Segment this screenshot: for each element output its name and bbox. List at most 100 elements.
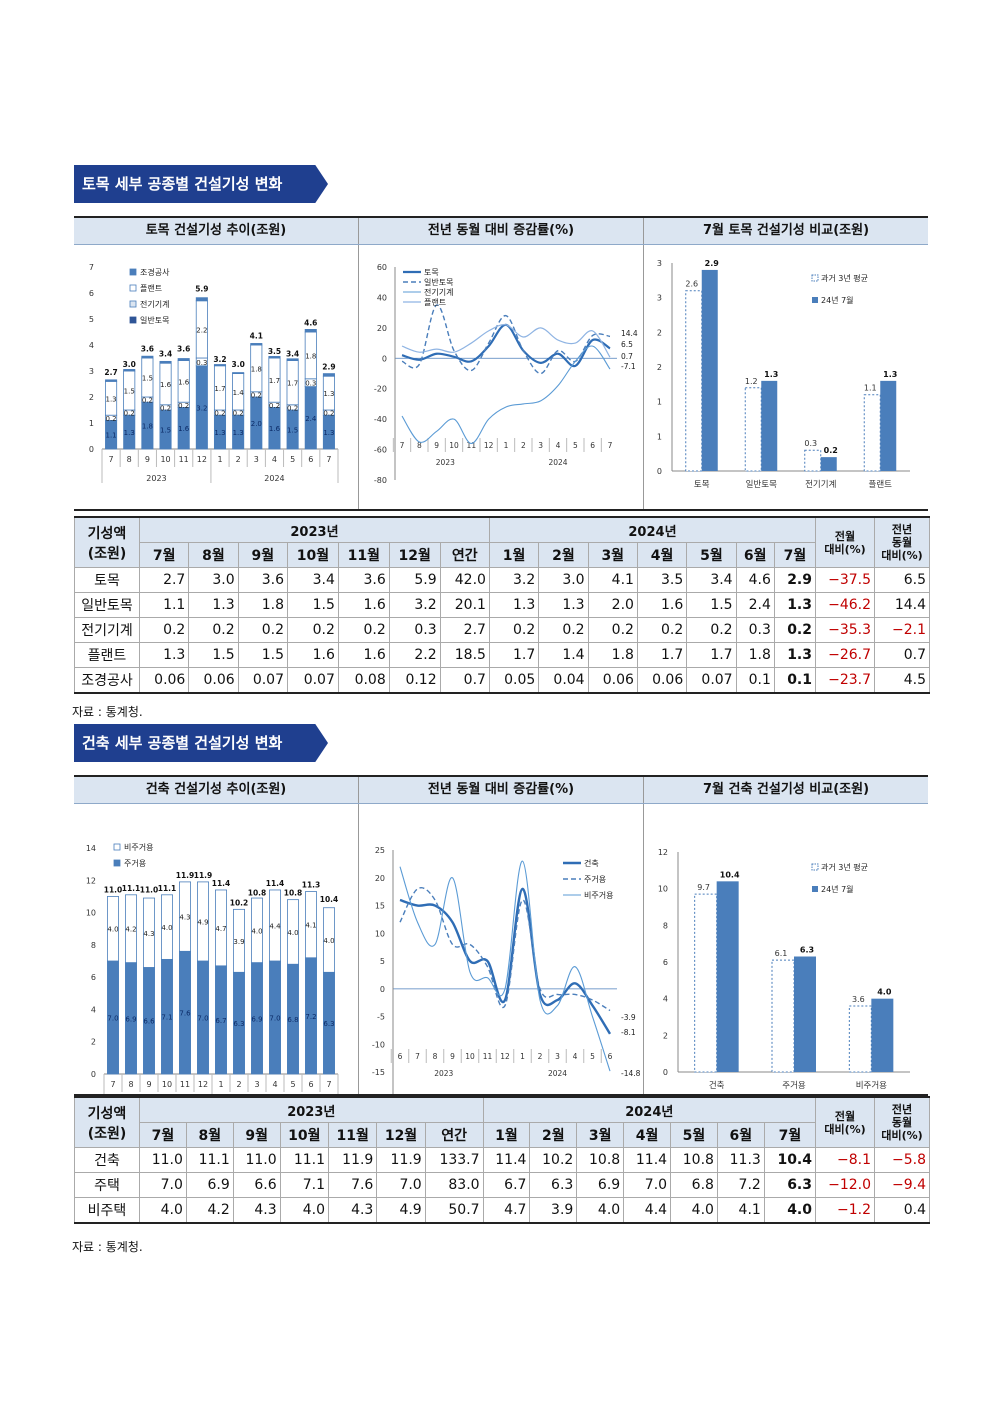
value-cell: 4.3	[327, 1197, 378, 1224]
value-cell: 0.2	[286, 617, 339, 643]
month-header: 연간	[439, 542, 490, 568]
x-tick-label: 4	[573, 1052, 578, 1061]
bar-segment-label: 2.0	[251, 420, 262, 428]
bar-segment-label: 1.3	[124, 429, 135, 437]
legend-swatch	[129, 316, 137, 324]
bar-segment	[215, 889, 227, 967]
civil-panel2-title: 전년 동월 대비 증감률(%)	[359, 218, 644, 244]
value-cell: 4.7	[482, 1197, 531, 1224]
legend-swatch	[811, 274, 819, 282]
bar-segment	[233, 908, 245, 973]
year-label: 2024	[548, 458, 567, 467]
bar-segment	[250, 343, 263, 346]
month-header: 4월	[623, 1122, 672, 1148]
bar-past-avg	[694, 893, 718, 1073]
bar-segment	[232, 372, 245, 374]
legend-label: 과거 3년 평균	[821, 273, 868, 283]
x-tick-label: 6	[308, 1080, 313, 1089]
value-cell: 1.3	[138, 642, 190, 668]
series-end-label: 6.5	[621, 340, 633, 349]
bar-current	[701, 269, 718, 471]
mom-cell: −1.2	[815, 1197, 875, 1224]
y-tick-label: -15	[372, 1068, 385, 1077]
value-cell: 11.1	[185, 1147, 234, 1173]
legend-label: 건축	[584, 858, 599, 868]
value-cell: 3.0	[538, 567, 589, 593]
bar-segment	[197, 881, 209, 962]
mom-cell: −8.1	[815, 1147, 875, 1173]
y-tick-label: 2	[657, 363, 662, 372]
value-cell: 11.4	[623, 1147, 672, 1173]
y-tick-label: -20	[374, 385, 387, 394]
series-end-label: -3.9	[621, 1013, 636, 1022]
value-cell: 10.8	[576, 1147, 625, 1173]
value-cell: 0.2	[587, 617, 638, 643]
bar-current	[871, 998, 894, 1072]
bar-segment	[159, 360, 172, 364]
value-cell: 0.1	[773, 667, 817, 694]
yoy-cell: 0.7	[874, 642, 930, 668]
bar-segment-label: 6.6	[143, 1018, 155, 1026]
bar-segment-label: 0.2	[214, 410, 225, 418]
bar-segment-label: 1.3	[323, 390, 334, 398]
value-cell: 1.5	[686, 592, 737, 618]
mom-header: 전월 대비(%)	[815, 516, 875, 568]
bar-segment-label: 1.5	[142, 375, 153, 383]
value-cell: 0.1	[735, 667, 775, 694]
bar-past-avg	[804, 449, 822, 472]
x-tick-label: 3	[254, 1080, 259, 1089]
legend-label: 비주거용	[124, 843, 153, 852]
value-cell: 4.0	[670, 1197, 718, 1224]
month-header: 1월	[482, 1122, 531, 1148]
civil-july-chart: 3 3 2 2 1 1 0 2.6 2.9 토목 1.2 1.3 일반토목 0.3 0.2 전기기계 1.1 1.…	[657, 259, 910, 490]
building-stack-chart: 024681012147.04.011.076.94.211.186.64.31…	[86, 804, 359, 1094]
x-tick-label: 10	[449, 441, 459, 450]
value-cell: 11.0	[139, 1147, 187, 1173]
legend-swatch	[113, 843, 121, 851]
mom-header: 전월 대비(%)	[815, 1096, 875, 1148]
y-tick-label: 0	[91, 1070, 96, 1079]
value-cell: 0.06	[188, 667, 239, 694]
bar-segment-label: 4.3	[179, 914, 190, 922]
y-tick-label: 25	[375, 846, 385, 855]
bar-segment-label: 3.9	[233, 938, 244, 946]
legend-swatch	[812, 297, 818, 303]
value-cell: 4.4	[623, 1197, 672, 1224]
table-row: 일반토목 1.1 1.3 1.8 1.5 1.6 3.2 20.1 1.3 1.3 2.0 1.6 1.…	[74, 592, 930, 618]
series-end-label: -7.1	[621, 362, 636, 371]
mom-cell: −12.0	[815, 1172, 875, 1198]
value-cell: 7.0	[623, 1172, 672, 1198]
value-cell: 0.07	[686, 667, 737, 694]
value-cell: 3.2	[488, 567, 540, 593]
x-tick-label: 7	[326, 455, 331, 464]
bar-current	[761, 380, 778, 471]
bar-label: 2.6	[685, 280, 698, 289]
month-header: 1월	[488, 542, 540, 568]
value-cell: 1.4	[538, 642, 589, 668]
value-cell: 7.6	[327, 1172, 378, 1198]
value-cell: 0.06	[587, 667, 638, 694]
bar-total-label: 11.1	[158, 884, 177, 893]
month-header: 10월	[286, 542, 339, 568]
bar-total-label: 10.8	[248, 889, 267, 898]
bar-segment-label: 1.8	[142, 423, 153, 431]
x-tick-label: 3	[555, 1052, 560, 1061]
table-row: 플랜트 1.3 1.5 1.5 1.6 1.6 2.2 18.5 1.7 1.4 1.8 1.7 1.7…	[74, 642, 930, 668]
series-end-label: 14.4	[621, 329, 638, 338]
value-cell: 0.06	[636, 667, 688, 694]
row-label: 주택	[74, 1172, 140, 1198]
bar-segment-label: 1.8	[305, 352, 316, 360]
yoy-cell: −9.4	[874, 1172, 930, 1198]
x-tick-label: 5	[290, 455, 295, 464]
x-tick-label: 7	[608, 441, 613, 450]
month-header: 7월	[763, 1122, 817, 1148]
month-header: 10월	[279, 1122, 329, 1148]
x-tick-label: 11	[180, 1080, 190, 1089]
bar-segment-label: 6.9	[251, 1015, 262, 1023]
x-tick-label: 10	[160, 455, 170, 464]
building-section-title: 건축 세부 공종별 건설기성 변화	[74, 724, 328, 762]
series-line	[399, 887, 611, 1012]
x-tick-label: 12	[484, 441, 494, 450]
bar-segment-label: 0.2	[323, 410, 334, 418]
series-line	[401, 324, 611, 358]
